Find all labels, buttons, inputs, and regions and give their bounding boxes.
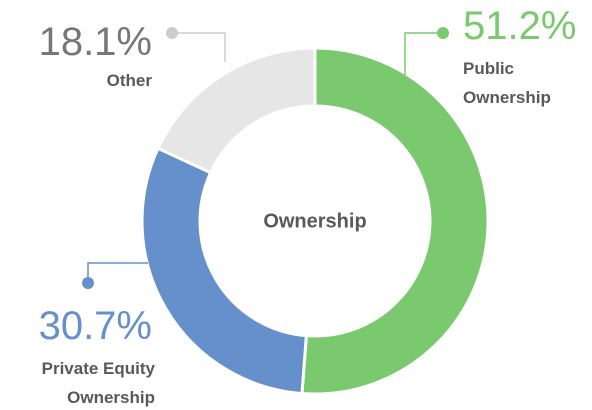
donut-slice <box>156 46 317 175</box>
leader-dot <box>437 27 449 39</box>
donut-slice <box>300 46 490 396</box>
leader-line <box>404 32 443 75</box>
value-label: 51.2% <box>463 4 577 48</box>
value-label: 30.7% <box>38 304 152 348</box>
category-label: Private Equity Ownership <box>41 359 155 407</box>
category-label: Other <box>106 71 152 90</box>
category-label: Public Ownership <box>463 59 551 107</box>
leader-dot <box>82 277 94 289</box>
leader-line <box>172 32 226 62</box>
value-label: 18.1% <box>38 20 152 64</box>
donut-slice <box>140 146 308 396</box>
leader-line <box>87 262 148 283</box>
center-label: Ownership <box>263 210 366 232</box>
leader-dot <box>166 27 178 39</box>
